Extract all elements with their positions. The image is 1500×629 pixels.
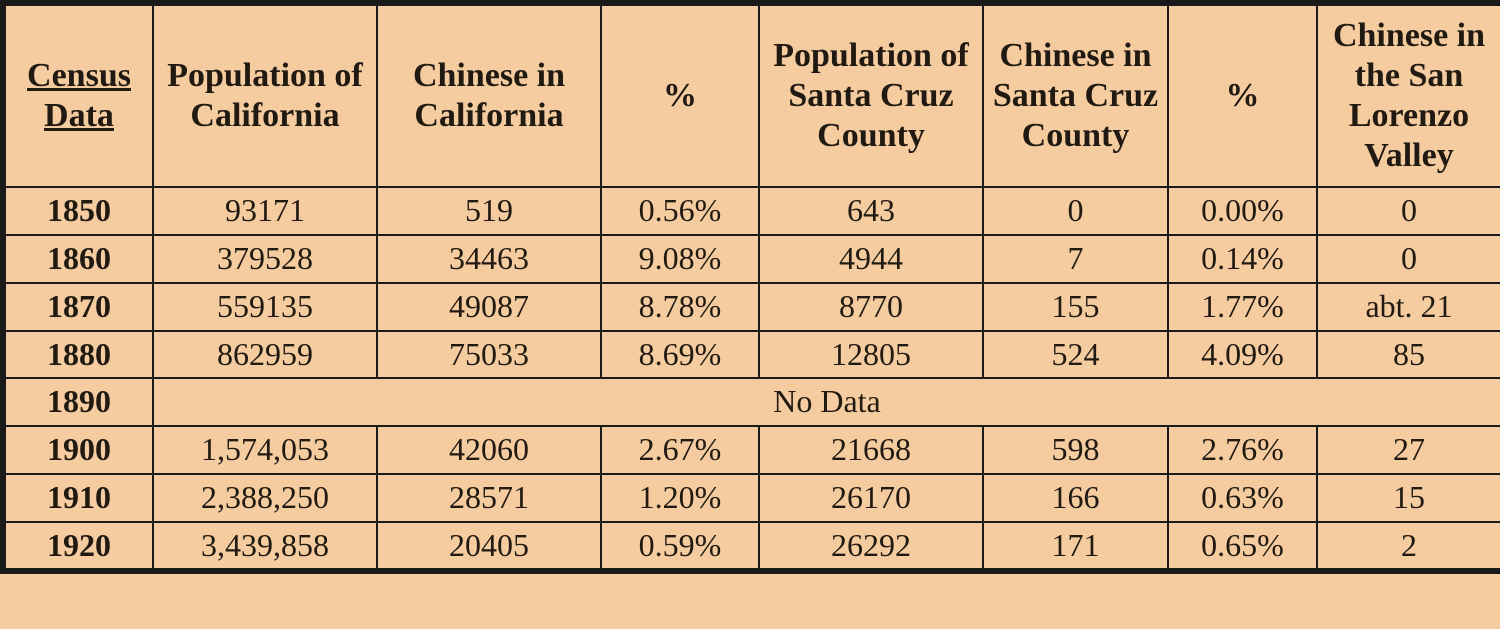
cell-pct_sc: 4.09%: [1168, 331, 1317, 379]
cell-no-data: No Data: [153, 378, 1500, 426]
cell-chi_ca: 519: [377, 187, 601, 235]
cell-chi_ca: 49087: [377, 283, 601, 331]
cell-year: 1860: [3, 235, 153, 283]
table-row: 1880862959750338.69%128055244.09%85: [3, 331, 1500, 379]
cell-pop_sc: 643: [759, 187, 983, 235]
cell-chi_sc: 171: [983, 522, 1168, 572]
cell-pct_ca: 0.59%: [601, 522, 759, 572]
cell-pct_sc: 0.14%: [1168, 235, 1317, 283]
cell-pct_sc: 2.76%: [1168, 426, 1317, 474]
cell-pct_sc: 0.65%: [1168, 522, 1317, 572]
cell-year: 1880: [3, 331, 153, 379]
column-header-year[interactable]: Census Data: [3, 3, 153, 187]
cell-chi_slv: 27: [1317, 426, 1500, 474]
cell-year: 1890: [3, 378, 153, 426]
cell-chi_ca: 34463: [377, 235, 601, 283]
cell-chi_ca: 75033: [377, 331, 601, 379]
cell-chi_ca: 20405: [377, 522, 601, 572]
cell-chi_sc: 524: [983, 331, 1168, 379]
cell-chi_slv: abt. 21: [1317, 283, 1500, 331]
column-header-chi_ca: Chinese in California: [377, 3, 601, 187]
table-header-row: Census DataPopulation of CaliforniaChine…: [3, 3, 1500, 187]
cell-pct_ca: 1.20%: [601, 474, 759, 522]
cell-pct_sc: 0.00%: [1168, 187, 1317, 235]
cell-pct_ca: 9.08%: [601, 235, 759, 283]
cell-pop_ca: 862959: [153, 331, 377, 379]
cell-chi_slv: 0: [1317, 187, 1500, 235]
cell-pop_sc: 26292: [759, 522, 983, 572]
cell-year: 1870: [3, 283, 153, 331]
cell-pop_ca: 1,574,053: [153, 426, 377, 474]
cell-chi_slv: 85: [1317, 331, 1500, 379]
column-header-pop_sc: Population of Santa Cruz County: [759, 3, 983, 187]
table-row: 19102,388,250285711.20%261701660.63%15: [3, 474, 1500, 522]
cell-pct_ca: 2.67%: [601, 426, 759, 474]
cell-pop_ca: 3,439,858: [153, 522, 377, 572]
cell-pop_sc: 26170: [759, 474, 983, 522]
cell-chi_slv: 15: [1317, 474, 1500, 522]
column-header-chi_sc: Chinese in Santa Cruz County: [983, 3, 1168, 187]
table-row: 1890No Data: [3, 378, 1500, 426]
cell-chi_sc: 155: [983, 283, 1168, 331]
cell-chi_slv: 0: [1317, 235, 1500, 283]
cell-chi_ca: 42060: [377, 426, 601, 474]
column-header-pct_sc: %: [1168, 3, 1317, 187]
cell-pop_sc: 12805: [759, 331, 983, 379]
cell-pct_ca: 8.69%: [601, 331, 759, 379]
cell-pct_sc: 1.77%: [1168, 283, 1317, 331]
cell-pop_sc: 21668: [759, 426, 983, 474]
cell-chi_sc: 7: [983, 235, 1168, 283]
table-row: 19001,574,053420602.67%216685982.76%27: [3, 426, 1500, 474]
cell-year: 1910: [3, 474, 153, 522]
cell-chi_ca: 28571: [377, 474, 601, 522]
cell-pop_sc: 8770: [759, 283, 983, 331]
cell-year: 1920: [3, 522, 153, 572]
column-header-pct_ca: %: [601, 3, 759, 187]
cell-pop_ca: 93171: [153, 187, 377, 235]
table-row: 1860379528344639.08%494470.14%0: [3, 235, 1500, 283]
cell-chi_sc: 0: [983, 187, 1168, 235]
cell-pop_ca: 2,388,250: [153, 474, 377, 522]
cell-pct_ca: 0.56%: [601, 187, 759, 235]
cell-chi_slv: 2: [1317, 522, 1500, 572]
table-row: 1870559135490878.78%87701551.77%abt. 21: [3, 283, 1500, 331]
table-row: 1850931715190.56%64300.00%0: [3, 187, 1500, 235]
cell-pct_ca: 8.78%: [601, 283, 759, 331]
cell-pop_ca: 379528: [153, 235, 377, 283]
census-table: Census DataPopulation of CaliforniaChine…: [0, 0, 1500, 574]
column-header-chi_slv: Chinese in the San Lorenzo Valley: [1317, 3, 1500, 187]
cell-year: 1850: [3, 187, 153, 235]
cell-year: 1900: [3, 426, 153, 474]
column-header-pop_ca: Population of California: [153, 3, 377, 187]
cell-pop_ca: 559135: [153, 283, 377, 331]
table-row: 19203,439,858204050.59%262921710.65%2: [3, 522, 1500, 572]
cell-chi_sc: 598: [983, 426, 1168, 474]
cell-pct_sc: 0.63%: [1168, 474, 1317, 522]
cell-pop_sc: 4944: [759, 235, 983, 283]
cell-chi_sc: 166: [983, 474, 1168, 522]
